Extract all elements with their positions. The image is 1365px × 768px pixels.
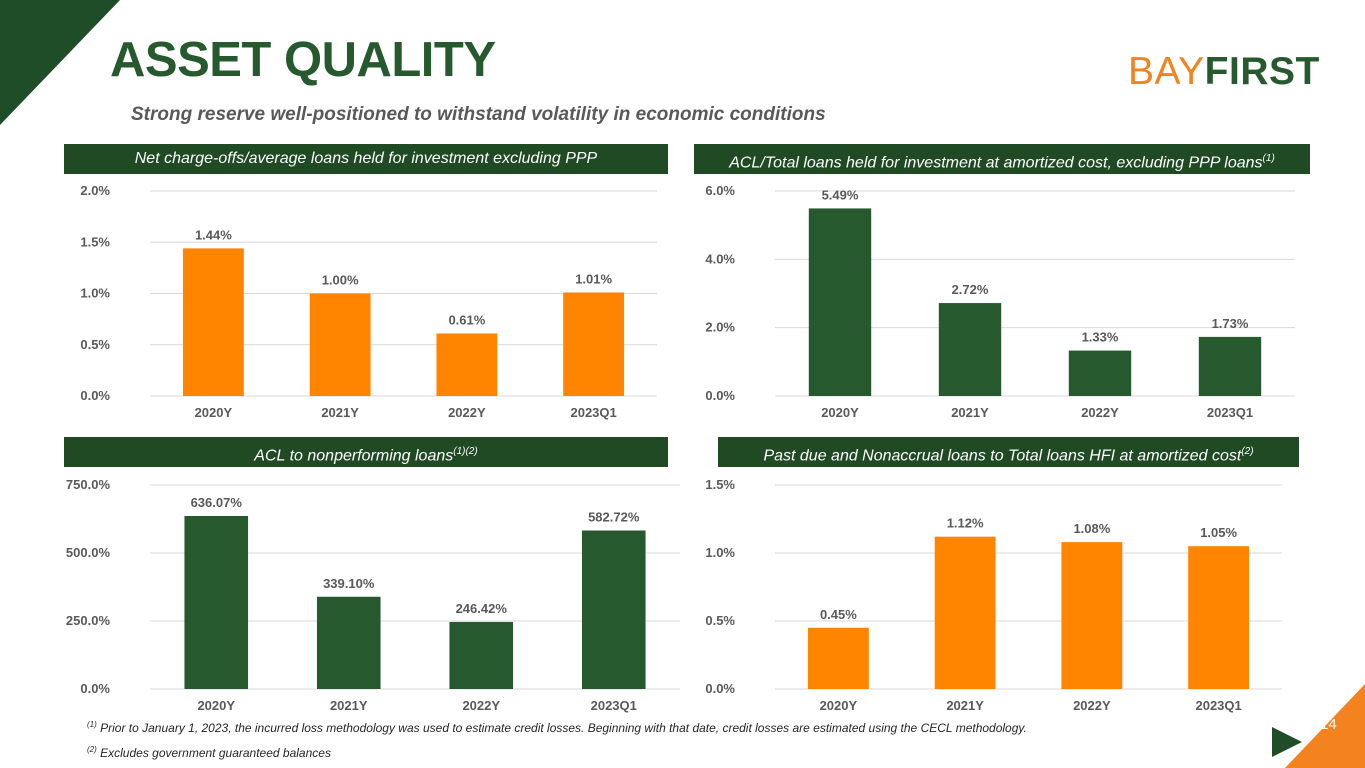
y-tick-label: 0.0% [705,388,735,403]
panel-title: ACL/Total loans held for investment at a… [729,154,1263,172]
x-tick-label: 2020Y [195,405,233,420]
data-label: 246.42% [456,601,508,616]
y-tick-label: 2.0% [705,320,735,335]
x-tick-label: 2023Q1 [591,698,637,713]
x-tick-label: 2022Y [1081,405,1119,420]
bar-2022Y [1068,350,1132,396]
y-tick-label: 1.0% [705,545,735,560]
page-title: ASSET QUALITY [110,33,496,87]
page-number: 14 [1320,716,1337,733]
bar-2020Y [184,515,249,689]
y-tick-label: 0.0% [80,681,110,696]
bar-2020Y [808,208,872,396]
y-tick-label: 1.5% [705,477,735,492]
corner-decoration [0,0,120,125]
y-tick-label: 2.0% [80,183,110,198]
bar-2023Q1 [1198,336,1262,396]
footnote-text: Prior to January 1, 2023, the incurred l… [100,721,1027,735]
data-label: 0.61% [448,312,485,327]
bar-2021Y [934,536,996,689]
panel-header-net-charge-offs: Net charge-offs/average loans held for i… [64,144,668,174]
y-tick-label: 6.0% [705,183,735,198]
panel-title: Past due and Nonaccrual loans to Total l… [763,447,1242,465]
panel-footnote-ref: (1)(2) [453,446,478,457]
chart-past-due-nonaccrual: 0.0% 0.5% 1.0% 1.5% 0.45% 2020Y 1.12% 2021Y 1.08… [705,477,1282,713]
bar-2020Y [807,627,869,689]
x-tick-label: 2022Y [448,405,486,420]
panel-title: Net charge-offs/average loans held for i… [134,150,598,167]
footnote-text: Excludes government guaranteed balances [100,746,331,760]
x-tick-label: 2021Y [946,698,984,713]
data-label: 1.73% [1212,316,1249,331]
x-tick-label: 2021Y [951,405,989,420]
y-tick-label: 4.0% [705,251,735,266]
data-label: 1.00% [322,273,359,288]
logo-text-bay: BAY [1128,50,1205,93]
logo-text-first: FIRST [1204,50,1320,93]
bar-2022Y [1061,542,1123,689]
y-tick-label: 0.5% [80,337,110,352]
chart-acl-total-loans: 0.0% 2.0% 4.0% 6.0% 5.49% 2020Y 2.72% 2021Y 1.33… [705,183,1295,420]
y-tick-label: 250.0% [66,613,111,628]
y-tick-label: 1.5% [80,234,110,249]
bar-2021Y [316,596,381,689]
panel-footnote-ref: (1) [1262,153,1275,164]
chart-net-charge-offs: 0.0% 0.5% 1.0% 1.5% 2.0% 1.44% 2020Y 1.00% 2021Y… [80,183,657,420]
panel-title: ACL to nonperforming loans [254,447,454,465]
y-tick-label: 500.0% [66,545,111,560]
x-tick-label: 2021Y [321,405,359,420]
footnote-marker: (2) [87,745,97,754]
arrow-icon [1272,727,1302,757]
data-label: 1.08% [1073,521,1110,536]
bar-2023Q1 [581,530,646,689]
bar-2020Y [182,248,244,396]
y-tick-label: 0.0% [80,388,110,403]
data-label: 0.45% [820,607,857,622]
panel-header-acl-total-loans: ACL/Total loans held for investment at a… [694,144,1310,174]
x-tick-label: 2020Y [820,698,858,713]
data-label: 339.10% [323,576,375,591]
bar-2022Y [449,621,514,689]
bar-2021Y [938,303,1002,396]
x-tick-label: 2023Q1 [1195,698,1241,713]
bar-2023Q1 [563,292,625,396]
footnote-marker: (1) [87,720,97,729]
y-tick-label: 1.0% [80,286,110,301]
page-subtitle: Strong reserve well-positioned to withst… [131,104,826,125]
bayfirst-logo: BAYFIRST [1128,50,1320,94]
x-tick-label: 2023Q1 [1207,405,1253,420]
x-tick-label: 2020Y [197,698,235,713]
y-tick-label: 750.0% [66,477,111,492]
x-tick-label: 2023Q1 [570,405,616,420]
data-label: 1.33% [1082,330,1119,345]
y-tick-label: 0.0% [705,681,735,696]
data-label: 1.12% [947,516,984,531]
x-tick-label: 2022Y [1073,698,1111,713]
data-label: 1.44% [195,227,232,242]
data-label: 636.07% [191,495,243,510]
data-label: 582.72% [588,510,640,525]
x-tick-label: 2022Y [462,698,500,713]
y-tick-label: 0.5% [705,613,735,628]
bar-2022Y [436,333,498,396]
bar-2021Y [309,293,371,396]
data-label: 5.49% [822,187,859,202]
data-label: 2.72% [952,282,989,297]
data-label: 1.05% [1200,525,1237,540]
panel-header-acl-nonperforming: ACL to nonperforming loans(1)(2) [64,437,668,467]
chart-acl-nonperforming: 0.0% 250.0% 500.0% 750.0% 636.07% 2020Y 339.10… [66,477,680,713]
data-label: 1.01% [575,271,612,286]
footnote-2: (2) Excludes government guaranteed balan… [87,745,331,760]
panel-header-past-due: Past due and Nonaccrual loans to Total l… [718,437,1299,467]
panel-footnote-ref: (2) [1241,446,1254,457]
x-tick-label: 2020Y [821,405,859,420]
x-tick-label: 2021Y [330,698,368,713]
footnote-1: (1) Prior to January 1, 2023, the incurr… [87,720,1027,735]
bar-2023Q1 [1188,546,1250,689]
